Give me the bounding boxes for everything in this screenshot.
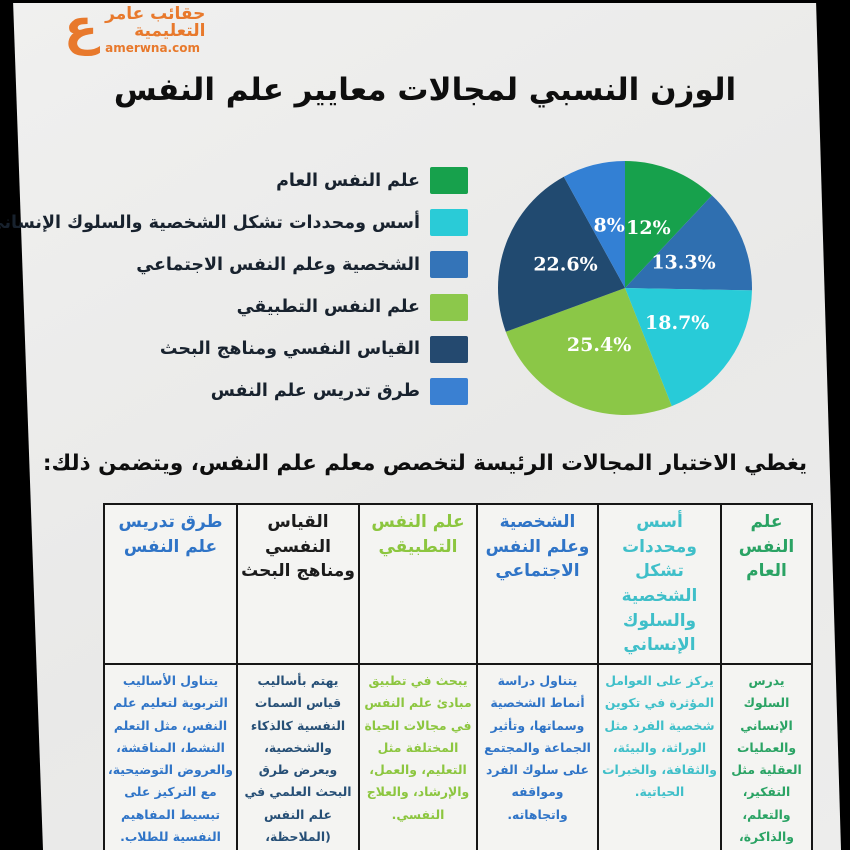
table-header-cell: أسس ومحددات تشكل الشخصية والسلوك الإنسان… bbox=[597, 503, 722, 665]
legend-item-label: علم النفس التطبيقي bbox=[236, 297, 420, 318]
legend-color-chip bbox=[430, 167, 468, 194]
table-header-cell: علم النفس التطبيقي bbox=[358, 503, 478, 665]
legend-item: الشخصية وعلم النفس الاجتماعي bbox=[40, 251, 468, 279]
top-black-bar bbox=[0, 0, 850, 3]
legend-item: أسس ومحددات تشكل الشخصية والسلوك الإنسان… bbox=[0, 209, 468, 237]
table-header-cell: الشخصية وعلم النفس الاجتماعي bbox=[476, 503, 599, 665]
pie-chart: 12% 13.3% 18.7% 25.4% 22.6% 8% bbox=[497, 161, 753, 415]
brand-name-line2: التعليمية bbox=[134, 21, 206, 41]
table-body-cell: يدرس السلوك الإنساني والعمليات العقلية م… bbox=[720, 662, 813, 850]
legend-item: القياس النفسي ومناهج البحث bbox=[40, 335, 468, 363]
brand-logo: ع حقائب عامر التعليمية amerwna.com bbox=[64, 0, 206, 56]
legend-item-label: الشخصية وعلم النفس الاجتماعي bbox=[136, 254, 420, 275]
legend-item-label: علم النفس العام bbox=[276, 170, 420, 191]
pie-slice-percent-label: 22.6% bbox=[533, 254, 597, 276]
pie-slice bbox=[625, 195, 753, 291]
table-header-row: علم النفس العام أسس ومحددات تشكل الشخصية … bbox=[103, 503, 813, 665]
pie-slice-percent-label: 8% bbox=[594, 215, 625, 237]
table-body-cell: يهتم بأساليب قياس السمات النفسية كالذكاء… bbox=[236, 662, 360, 850]
brand-logo-icon: ع bbox=[64, 0, 99, 56]
legend-item: طرق تدريس علم النفس bbox=[40, 377, 468, 405]
brand-url: amerwna.com bbox=[105, 41, 200, 55]
domains-table-wrap: علم النفس العام أسس ومحددات تشكل الشخصية … bbox=[103, 503, 813, 850]
legend: علم النفس العام أسس ومحددات تشكل الشخصية … bbox=[0, 167, 468, 405]
pie-slice-percent-label: 13.3% bbox=[651, 251, 715, 273]
pie-slice bbox=[563, 161, 625, 288]
legend-item: علم النفس العام bbox=[40, 167, 468, 194]
table-header-cell: علم النفس العام bbox=[720, 503, 813, 665]
legend-item-label: طرق تدريس علم النفس bbox=[210, 381, 420, 402]
pie-slice-percent-label: 18.7% bbox=[645, 312, 709, 334]
legend-item-label: القياس النفسي ومناهج البحث bbox=[159, 339, 420, 360]
right-black-bar bbox=[816, 0, 850, 850]
table-body-cell: يتناول الأساليب التربوية لتعليم علم النف… bbox=[103, 662, 238, 850]
pie-slice bbox=[497, 176, 625, 332]
legend-color-chip bbox=[430, 251, 468, 279]
left-black-bar bbox=[0, 0, 43, 850]
brand-logo-text: حقائب عامر التعليمية amerwna.com bbox=[105, 4, 206, 55]
legend-color-chip bbox=[430, 293, 468, 321]
subtitle-text: يغطي الاختبار المجالات الرئيسة لتخصص معل… bbox=[42, 451, 808, 476]
pie-slice-percent-label: 25.4% bbox=[567, 334, 631, 356]
domains-table: علم النفس العام أسس ومحددات تشكل الشخصية … bbox=[103, 503, 813, 850]
table-body-row: يدرس السلوك الإنساني والعمليات العقلية م… bbox=[103, 662, 813, 850]
pie-slice bbox=[505, 288, 672, 415]
table-header-cell: طرق تدريس علم النفس bbox=[103, 503, 238, 665]
table-header-cell: القياس النفسي ومناهج البحث bbox=[236, 503, 360, 665]
brand-name-line1: حقائب عامر bbox=[105, 4, 206, 24]
legend-color-chip bbox=[430, 335, 468, 363]
table-body-cell: يبحث في تطبيق مبادئ علم النفس في مجالات … bbox=[358, 662, 478, 850]
table-body-cell: يتناول دراسة أنماط الشخصية وسماتها، وتأث… bbox=[476, 662, 599, 850]
pie-slice bbox=[625, 161, 712, 288]
legend-color-chip bbox=[430, 377, 468, 405]
pie-slice bbox=[625, 288, 752, 407]
page-title: الوزن النسبي لمجالات معايير علم النفس bbox=[113, 72, 737, 108]
legend-color-chip bbox=[430, 209, 468, 237]
pie-slice-percent-label: 12% bbox=[626, 217, 671, 239]
legend-item: علم النفس التطبيقي bbox=[40, 293, 468, 321]
legend-item-label: أسس ومحددات تشكل الشخصية والسلوك الإنسان… bbox=[0, 212, 420, 233]
table-body-cell: يركز على العوامل المؤثرة في تكوين شخصية … bbox=[597, 662, 722, 850]
